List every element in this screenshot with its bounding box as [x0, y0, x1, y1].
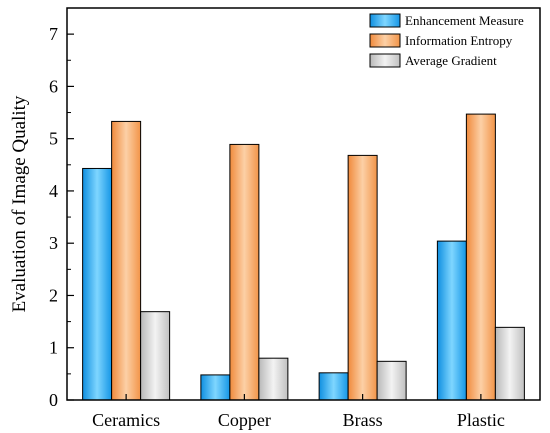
bar-plastic-information-entropy: [465, 113, 496, 401]
plot-frame: [66, 7, 541, 401]
bars-layer: [82, 113, 525, 401]
y-tick-label: 3: [49, 233, 58, 253]
y-axis-label: Evaluation of Image Quality: [9, 95, 30, 312]
legend-label: Enhancement Measure: [405, 13, 524, 28]
y-tick-label: 1: [49, 338, 58, 358]
legend-swatch: [369, 33, 401, 48]
x-tick-label: Plastic: [457, 410, 505, 430]
legend-swatch: [369, 53, 401, 68]
bar-brass-information-entropy: [347, 154, 378, 401]
legend-label: Average Gradient: [405, 53, 497, 68]
bar-copper-average-gradient: [258, 357, 289, 401]
y-tick-label: 2: [49, 285, 58, 305]
x-tick-label: Brass: [343, 410, 383, 430]
legend-label: Information Entropy: [405, 33, 513, 48]
bar-plastic-average-gradient: [494, 326, 525, 401]
legend: Enhancement Measure Information Entropy Av…: [369, 13, 524, 68]
bar-brass-enhancement-measure: [318, 372, 349, 401]
x-tick-label: Copper: [218, 410, 271, 430]
y-tick-label: 6: [49, 76, 58, 96]
x-tick-label: Ceramics: [92, 410, 160, 430]
axes-layer: Ceramics Copper Brass Plastic 0 1 2 3 4 5 6 7: [49, 7, 541, 430]
bar-copper-information-entropy: [229, 143, 260, 401]
y-tick-label: 0: [49, 390, 58, 410]
legend-swatch: [369, 13, 401, 28]
bar-copper-enhancement-measure: [200, 374, 231, 401]
bar-ceramics-average-gradient: [140, 311, 171, 401]
y-tick-label: 4: [49, 181, 58, 201]
y-tick-label: 5: [49, 129, 58, 149]
bar-ceramics-enhancement-measure: [82, 167, 113, 401]
bar-plastic-enhancement-measure: [436, 240, 467, 401]
bar-brass-average-gradient: [376, 360, 407, 401]
y-tick-label: 7: [49, 24, 58, 44]
bar-ceramics-information-entropy: [111, 120, 142, 401]
